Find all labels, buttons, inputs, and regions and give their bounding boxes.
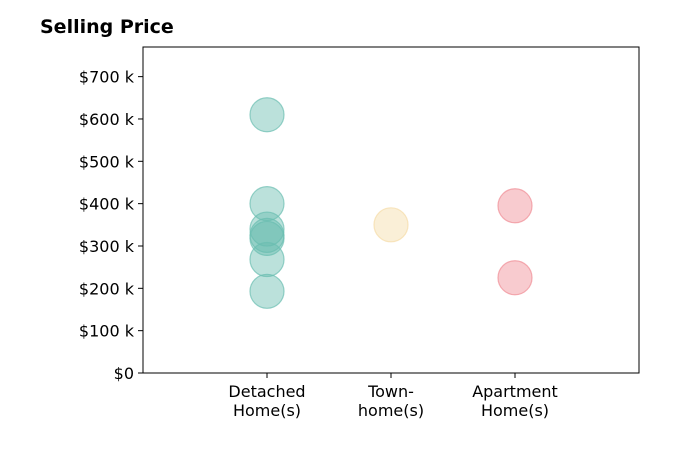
- x-tick-label: Detached Home(s): [228, 382, 305, 420]
- y-tick-label: $400 k: [79, 195, 135, 214]
- data-point: [249, 97, 285, 133]
- y-tick-label: $200 k: [79, 279, 135, 298]
- plot-frame: [142, 46, 640, 374]
- data-point: [249, 186, 285, 222]
- x-tick-label: Town-home(s): [358, 382, 424, 420]
- data-point: [373, 207, 409, 243]
- data-point: [249, 241, 285, 278]
- data-point: [249, 220, 285, 256]
- x-axis: Detached Home(s) Town-home(s) Apartment Home…: [228, 373, 558, 420]
- y-tick-label: $600 k: [79, 110, 135, 129]
- y-tick-label: $500 k: [79, 152, 135, 171]
- y-axis: $0 $100 k $200 k $300 k $400 k $500 k $600 k $7…: [79, 68, 143, 383]
- y-tick-label: $0: [114, 364, 134, 383]
- y-tick-label: $300 k: [79, 237, 135, 256]
- data-point: [249, 273, 285, 309]
- data-point: [497, 188, 533, 224]
- data-points: [249, 97, 533, 309]
- y-tick-label: $100 k: [79, 322, 135, 341]
- x-tick-label: Apartment Home(s): [472, 382, 558, 420]
- y-tick-label: $700 k: [79, 68, 135, 87]
- chart-title: Selling Price: [40, 16, 174, 38]
- data-point: [497, 260, 533, 296]
